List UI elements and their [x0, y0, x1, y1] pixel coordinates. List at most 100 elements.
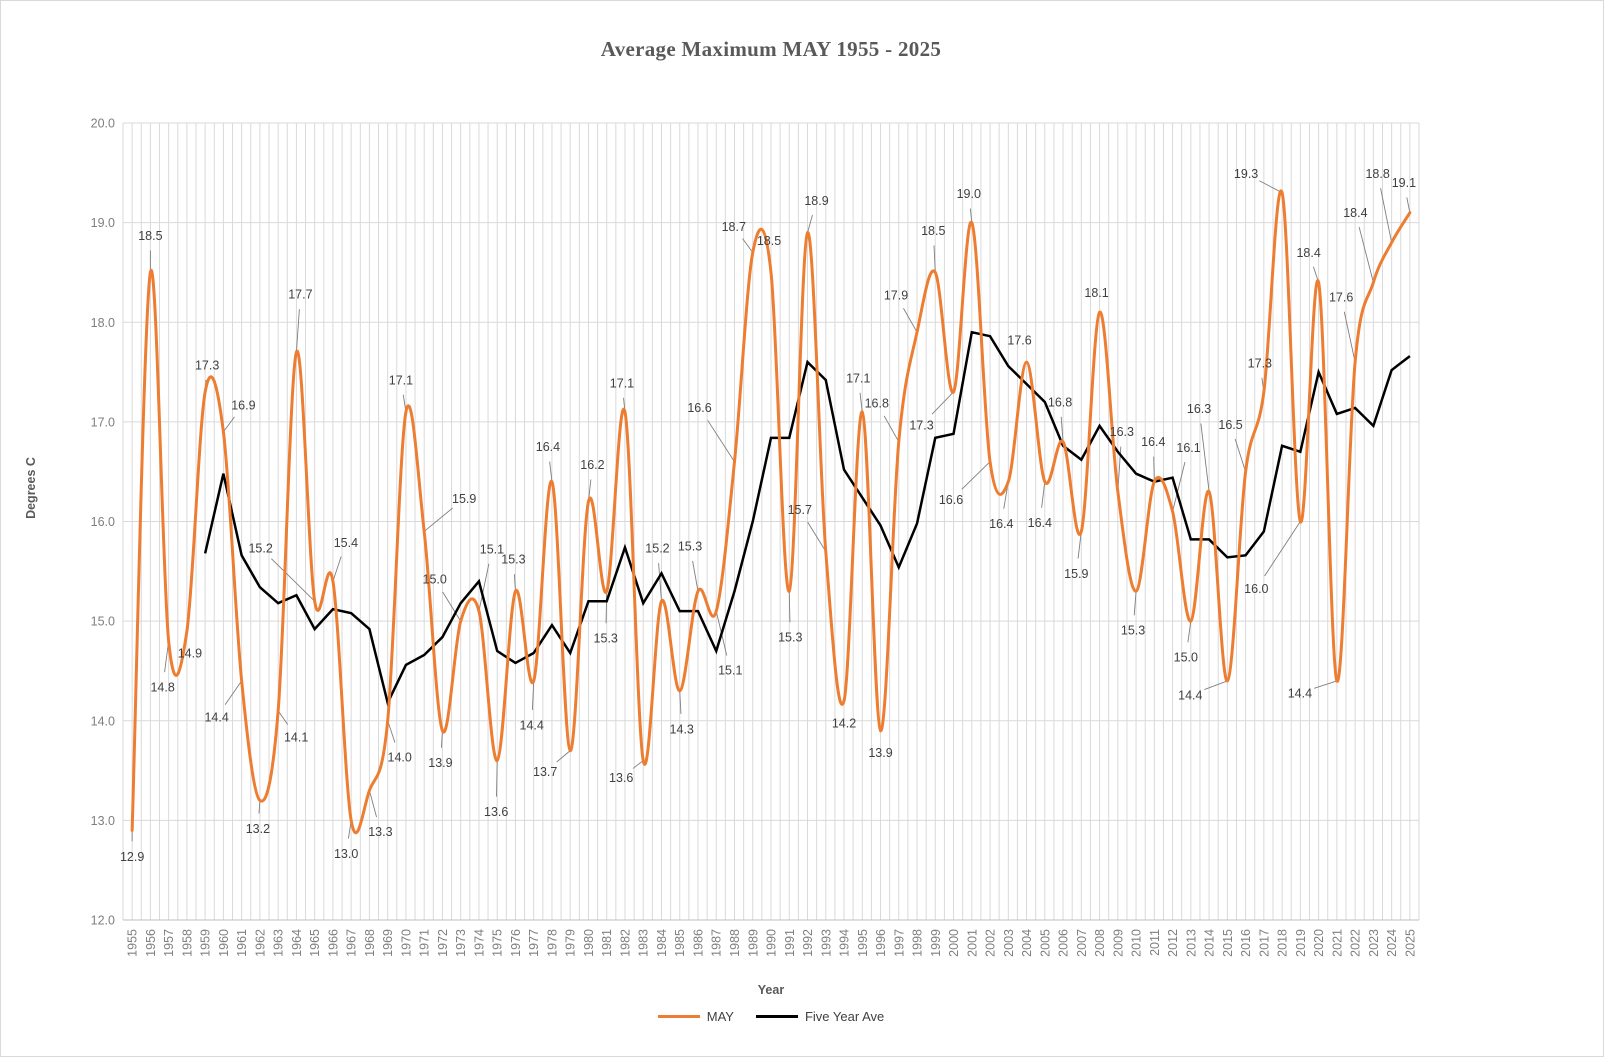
y-axis-tick-label: 19.0	[91, 216, 115, 230]
x-axis-tick-label: 1972	[436, 929, 450, 957]
x-axis-tick-label: 2015	[1221, 929, 1235, 957]
leader-line	[513, 574, 516, 592]
data-label: 15.3	[501, 553, 525, 567]
five-year-ave-line-swatch	[755, 1015, 798, 1018]
data-label: 13.9	[428, 756, 452, 770]
x-axis-tick-label: 1963	[272, 929, 286, 957]
data-label: 16.3	[1110, 425, 1134, 439]
legend-item-five-year-ave: Five Year Ave	[755, 1009, 884, 1024]
data-label: 17.1	[846, 371, 870, 385]
data-label: 15.0	[423, 573, 447, 587]
y-axis-tick-label: 14.0	[91, 714, 115, 728]
leader-line	[1200, 423, 1210, 492]
data-label: 13.6	[609, 771, 633, 785]
x-axis-tick-label: 1959	[199, 929, 213, 957]
data-label: 16.9	[231, 398, 255, 412]
x-axis-tick-label: 2011	[1148, 929, 1162, 956]
leader-line	[1204, 680, 1228, 691]
data-label: 16.3	[1187, 402, 1211, 416]
x-axis-tick-label: 1979	[564, 929, 578, 957]
data-label: 15.0	[1174, 651, 1198, 665]
data-label: 16.2	[580, 458, 604, 472]
leader-line	[707, 420, 735, 462]
data-label: 15.9	[1064, 567, 1088, 581]
data-label: 18.5	[757, 234, 781, 248]
data-label: 17.6	[1007, 334, 1031, 348]
data-label: 13.0	[334, 847, 358, 861]
x-axis-tick-label: 2006	[1057, 929, 1071, 957]
leader-line	[295, 309, 300, 353]
leader-line	[969, 208, 973, 223]
x-axis-tick-label: 1989	[746, 929, 760, 957]
x-axis-tick-label: 1988	[728, 929, 742, 957]
leader-line	[742, 238, 754, 253]
data-label: 16.6	[687, 401, 711, 415]
leader-line	[277, 710, 288, 725]
x-axis-tick-label: 1996	[874, 929, 888, 957]
data-label: 14.4	[520, 718, 544, 732]
data-label: 16.4	[1141, 435, 1165, 449]
data-label: 15.3	[678, 540, 702, 554]
leader-line	[1153, 456, 1155, 482]
data-label: 15.1	[480, 543, 504, 557]
x-axis-tick-label: 1974	[472, 929, 486, 957]
leader-line	[1343, 311, 1356, 363]
x-axis-tick-label: 1955	[126, 929, 140, 957]
leader-line	[807, 521, 827, 552]
x-axis-tick-label: 2000	[947, 929, 961, 957]
leader-line	[1133, 591, 1137, 616]
leader-line	[478, 563, 490, 612]
x-axis-tick-label: 2007	[1075, 929, 1089, 957]
x-axis-tick-label: 2017	[1257, 929, 1271, 957]
data-label: 17.3	[195, 358, 219, 372]
data-label: 15.9	[452, 492, 476, 506]
x-axis-tick-label: 2005	[1038, 929, 1052, 957]
x-axis-tick-label: 1967	[345, 929, 359, 957]
data-labels: 12.9 18.5 14.8 14.9 17.3 16.9 14.4 13.2 14.1 17.7…	[120, 167, 1416, 864]
y-axis-tick-label: 15.0	[91, 615, 115, 629]
leader-line	[933, 245, 936, 273]
data-label: 16.8	[1048, 395, 1072, 409]
leader-line	[1264, 521, 1301, 577]
leader-line	[788, 591, 791, 623]
data-label: 16.4	[989, 517, 1013, 531]
data-label: 17.3	[909, 418, 933, 432]
y-axis-tick-label: 20.0	[91, 117, 115, 131]
legend-item-may: MAY	[657, 1009, 734, 1024]
data-label: 13.9	[868, 746, 892, 760]
x-axis-tick-label: 1986	[691, 929, 705, 957]
data-label: 15.3	[1121, 624, 1145, 638]
y-axis-tick-label: 16.0	[91, 515, 115, 529]
x-axis-tick-label: 2019	[1294, 929, 1308, 957]
leader-line	[1358, 226, 1374, 283]
leader-line	[692, 560, 699, 592]
leader-line	[440, 730, 443, 748]
leader-line	[1187, 621, 1192, 643]
x-axis-tick-label: 1990	[765, 929, 779, 957]
leader-line	[271, 558, 315, 602]
leader-line	[1259, 180, 1283, 194]
gridlines	[122, 122, 1420, 920]
x-axis-tick-label: 2008	[1093, 929, 1107, 957]
data-label: 16.6	[939, 493, 963, 507]
data-label: 17.1	[389, 373, 413, 387]
x-axis-tick-label: 1985	[673, 929, 687, 957]
data-label: 17.7	[288, 288, 312, 302]
data-label: 13.2	[246, 822, 270, 836]
x-axis-tick-label: 1975	[491, 929, 505, 957]
leader-line	[258, 800, 261, 814]
leader-line	[549, 461, 553, 482]
leader-line	[368, 790, 377, 818]
x-axis-tick-label: 1992	[801, 929, 815, 957]
leader-line	[961, 461, 991, 490]
leader-line	[1380, 188, 1393, 243]
leader-line	[807, 214, 813, 233]
x-axis-tick-label: 1976	[509, 929, 523, 957]
leader-line	[556, 750, 571, 763]
data-label: 16.0	[1244, 582, 1268, 596]
leader-line	[1077, 531, 1082, 559]
leader-line	[931, 391, 954, 415]
data-label: 14.4	[1288, 686, 1312, 700]
